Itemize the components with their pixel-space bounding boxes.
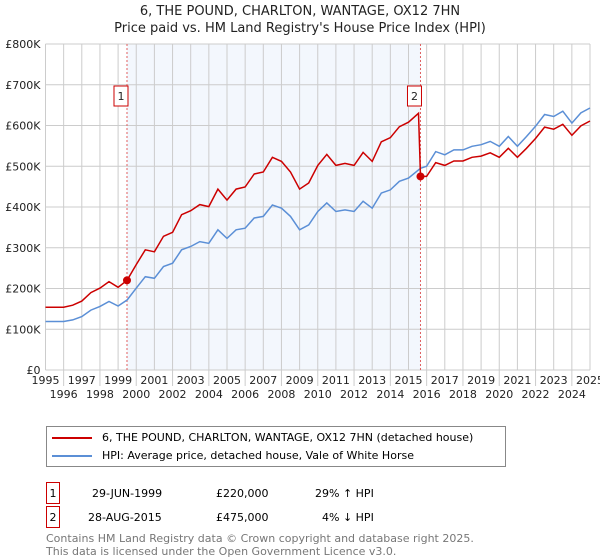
y-tick-label: £500K xyxy=(5,160,41,173)
chart-title: 6, THE POUND, CHARLTON, WANTAGE, OX12 7H… xyxy=(139,4,461,19)
x-tick-label: 2021 xyxy=(503,374,531,387)
x-tick-label: 2014 xyxy=(376,388,404,401)
sale-marker-badge: 2 xyxy=(46,506,60,528)
x-tick-label: 2024 xyxy=(558,388,586,401)
y-tick-label: £700K xyxy=(5,79,41,92)
sale-label: 1 xyxy=(117,90,124,103)
property-price-line xyxy=(45,111,591,308)
x-tick-label: 2020 xyxy=(485,388,513,401)
sale-row: 2 28-AUG-2015 £475,000 4% ↓ HPI xyxy=(46,506,566,530)
legend-swatch xyxy=(52,437,92,439)
x-tick-label: 2017 xyxy=(431,374,459,387)
footer-line: This data is licensed under the Open Gov… xyxy=(46,545,397,558)
y-tick-label: £600K xyxy=(5,120,41,133)
x-tick-label: 2010 xyxy=(304,388,332,401)
line-chart: 1995199619971998199920002001200220032004… xyxy=(5,38,600,401)
x-tick-label: 1998 xyxy=(86,388,114,401)
sale-label-box xyxy=(113,85,129,107)
x-tick-label: 1995 xyxy=(32,374,60,387)
x-tick-label: 2012 xyxy=(340,388,368,401)
x-tick-label: 2009 xyxy=(286,374,314,387)
x-tick-label: 1996 xyxy=(50,388,78,401)
x-tick-label: 2004 xyxy=(195,388,223,401)
x-tick-label: 2003 xyxy=(177,374,205,387)
chart-subtitle: Price paid vs. HM Land Registry's House … xyxy=(114,21,486,36)
sale-date: 28-AUG-2015 xyxy=(88,511,162,524)
y-tick-label: £200K xyxy=(5,283,41,296)
y-tick-label: £800K xyxy=(5,38,41,51)
x-tick-label: 1997 xyxy=(68,374,96,387)
legend-swatch xyxy=(52,455,92,457)
sale-point xyxy=(122,276,131,285)
sale-marker-badge: 1 xyxy=(46,482,60,504)
x-tick-label: 2006 xyxy=(231,388,259,401)
sale-row: 1 29-JUN-1999 £220,000 29% ↑ HPI xyxy=(46,482,566,506)
y-tick-label: £100K xyxy=(5,323,41,336)
x-tick-label: 2000 xyxy=(122,388,150,401)
x-tick-label: 2019 xyxy=(467,374,495,387)
legend-label: HPI: Average price, detached house, Vale… xyxy=(102,449,414,462)
x-tick-label: 2018 xyxy=(449,388,477,401)
y-tick-label: £0 xyxy=(27,364,41,377)
x-tick-label: 2016 xyxy=(413,388,441,401)
y-tick-label: £300K xyxy=(5,242,41,255)
x-tick-label: 2025 xyxy=(576,374,600,387)
x-tick-label: 2008 xyxy=(267,388,295,401)
x-tick-label: 2001 xyxy=(140,374,168,387)
sale-label: 2 xyxy=(411,90,418,103)
x-tick-label: 2011 xyxy=(322,374,350,387)
hpi-line xyxy=(45,107,591,323)
sale-point xyxy=(416,172,425,181)
footer: Contains HM Land Registry data © Crown c… xyxy=(46,532,474,558)
legend-item-property: 6, THE POUND, CHARLTON, WANTAGE, OX12 7H… xyxy=(52,431,473,445)
x-tick-label: 2002 xyxy=(159,388,187,401)
legend-label: 6, THE POUND, CHARLTON, WANTAGE, OX12 7H… xyxy=(102,431,474,444)
x-tick-label: 2015 xyxy=(395,374,423,387)
y-tick-label: £400K xyxy=(5,201,41,214)
sale-label-box xyxy=(406,85,422,107)
footer-line: Contains HM Land Registry data © Crown c… xyxy=(46,532,474,545)
x-tick-label: 2013 xyxy=(358,374,386,387)
x-tick-label: 2022 xyxy=(522,388,550,401)
sale-price: £475,000 xyxy=(216,511,269,524)
x-tick-label: 2007 xyxy=(249,374,277,387)
x-tick-label: 1999 xyxy=(104,374,132,387)
sale-hpi-diff: 4% ↓ HPI xyxy=(322,511,374,524)
legend-item-hpi: HPI: Average price, detached house, Vale… xyxy=(52,449,414,463)
legend: 6, THE POUND, CHARLTON, WANTAGE, OX12 7H… xyxy=(46,426,506,467)
x-tick-label: 2023 xyxy=(540,374,568,387)
x-tick-label: 2005 xyxy=(213,374,241,387)
sale-hpi-diff: 29% ↑ HPI xyxy=(315,487,374,500)
sale-price: £220,000 xyxy=(216,487,269,500)
sale-date: 29-JUN-1999 xyxy=(92,487,163,500)
